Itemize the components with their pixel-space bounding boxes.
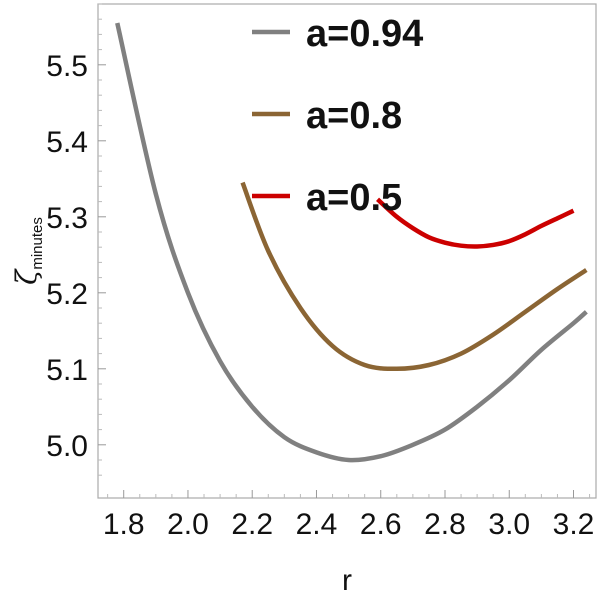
legend-label-1: a=0.94 [306,13,423,55]
y-tick-label: 5.0 [46,430,88,463]
y-axis-label: ζminutes [10,217,46,285]
x-tick-label: 2.4 [296,508,338,541]
legend-label-2: a=0.8 [306,95,402,137]
y-tick-label: 5.1 [46,354,88,387]
series-layer [115,22,588,463]
x-tick-label: 3.0 [488,508,530,541]
y-tick-label: 5.5 [46,50,88,83]
axis-ticks [98,3,591,498]
y-axis-label-main: ζ [10,268,43,285]
plot-frame [97,3,597,499]
legend: a=0.94 a=0.8 a=0.5 [252,13,423,219]
x-tick-label: 2.8 [424,508,466,541]
x-axis-label: r [342,564,352,597]
legend-label-3: a=0.5 [306,177,402,219]
series-line-3 [376,197,575,249]
y-axis-label-subscript: minutes [29,217,46,270]
x-tick-label: 3.2 [553,508,595,541]
series-line-1 [115,22,588,463]
y-tick-label: 5.2 [46,278,88,311]
tick-labels: 1.8 2.0 2.2 2.4 2.6 2.8 3.0 3.2 5.0 5.1 5.2 5.3 5.4 5… [46,50,594,541]
svg-text:ζminutes: ζminutes [10,217,46,285]
y-tick-label: 5.3 [46,202,88,235]
x-tick-label: 2.2 [231,508,273,541]
x-tick-label: 2.6 [360,508,402,541]
x-tick-label: 2.0 [167,508,209,541]
series-line-2 [240,181,588,372]
y-tick-label: 5.4 [46,126,88,159]
x-tick-label: 1.8 [103,508,145,541]
